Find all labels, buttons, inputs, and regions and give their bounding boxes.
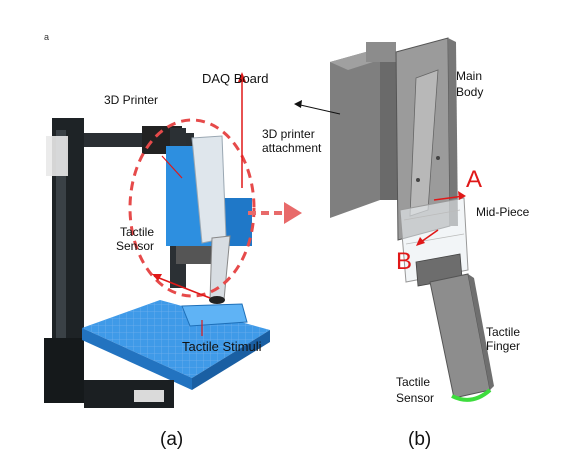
label-mid-piece: Mid-Piece <box>476 205 530 219</box>
printer-photo-illustration <box>44 72 270 408</box>
label-attachment-1: 3D printer <box>262 127 315 141</box>
label-tactile-finger-1: Tactile <box>486 325 521 339</box>
cad-render-illustration <box>294 37 494 402</box>
label-attachment-2: attachment <box>262 141 322 155</box>
caption-b: (b) <box>408 429 432 450</box>
panel-a-photo: 3D Printer DAQ Board Tactile Sensor Tact… <box>42 38 270 413</box>
corner-mark: a <box>44 32 50 42</box>
label-tactile-sensor-a-1: Tactile <box>120 225 155 239</box>
label-main-body-1: Main <box>456 69 483 83</box>
attachment-block <box>330 48 380 218</box>
tactile-sensor-tip <box>451 388 492 402</box>
label-3d-printer: 3D Printer <box>104 93 159 107</box>
label-axis-b: B <box>396 248 413 275</box>
caption-a: (a) <box>160 429 184 450</box>
label-main-body-2: Body <box>456 85 484 99</box>
label-tactile-sensor-a-2: Sensor <box>116 239 155 253</box>
label-tactile-sensor-b-1: Tactile <box>396 375 431 389</box>
label-axis-a: A <box>466 166 483 193</box>
highlight-circle <box>128 118 256 298</box>
panel-b-cad: Main Body 3D printer attachment Mid-Piec… <box>262 30 538 420</box>
panel-link-arrow <box>248 202 302 224</box>
label-tactile-stimuli: Tactile Stimuli <box>182 339 262 354</box>
label-tactile-finger-2: Finger <box>486 339 521 353</box>
label-daq-board: DAQ Board <box>202 71 269 86</box>
label-tactile-sensor-b-2: Sensor <box>396 391 435 405</box>
